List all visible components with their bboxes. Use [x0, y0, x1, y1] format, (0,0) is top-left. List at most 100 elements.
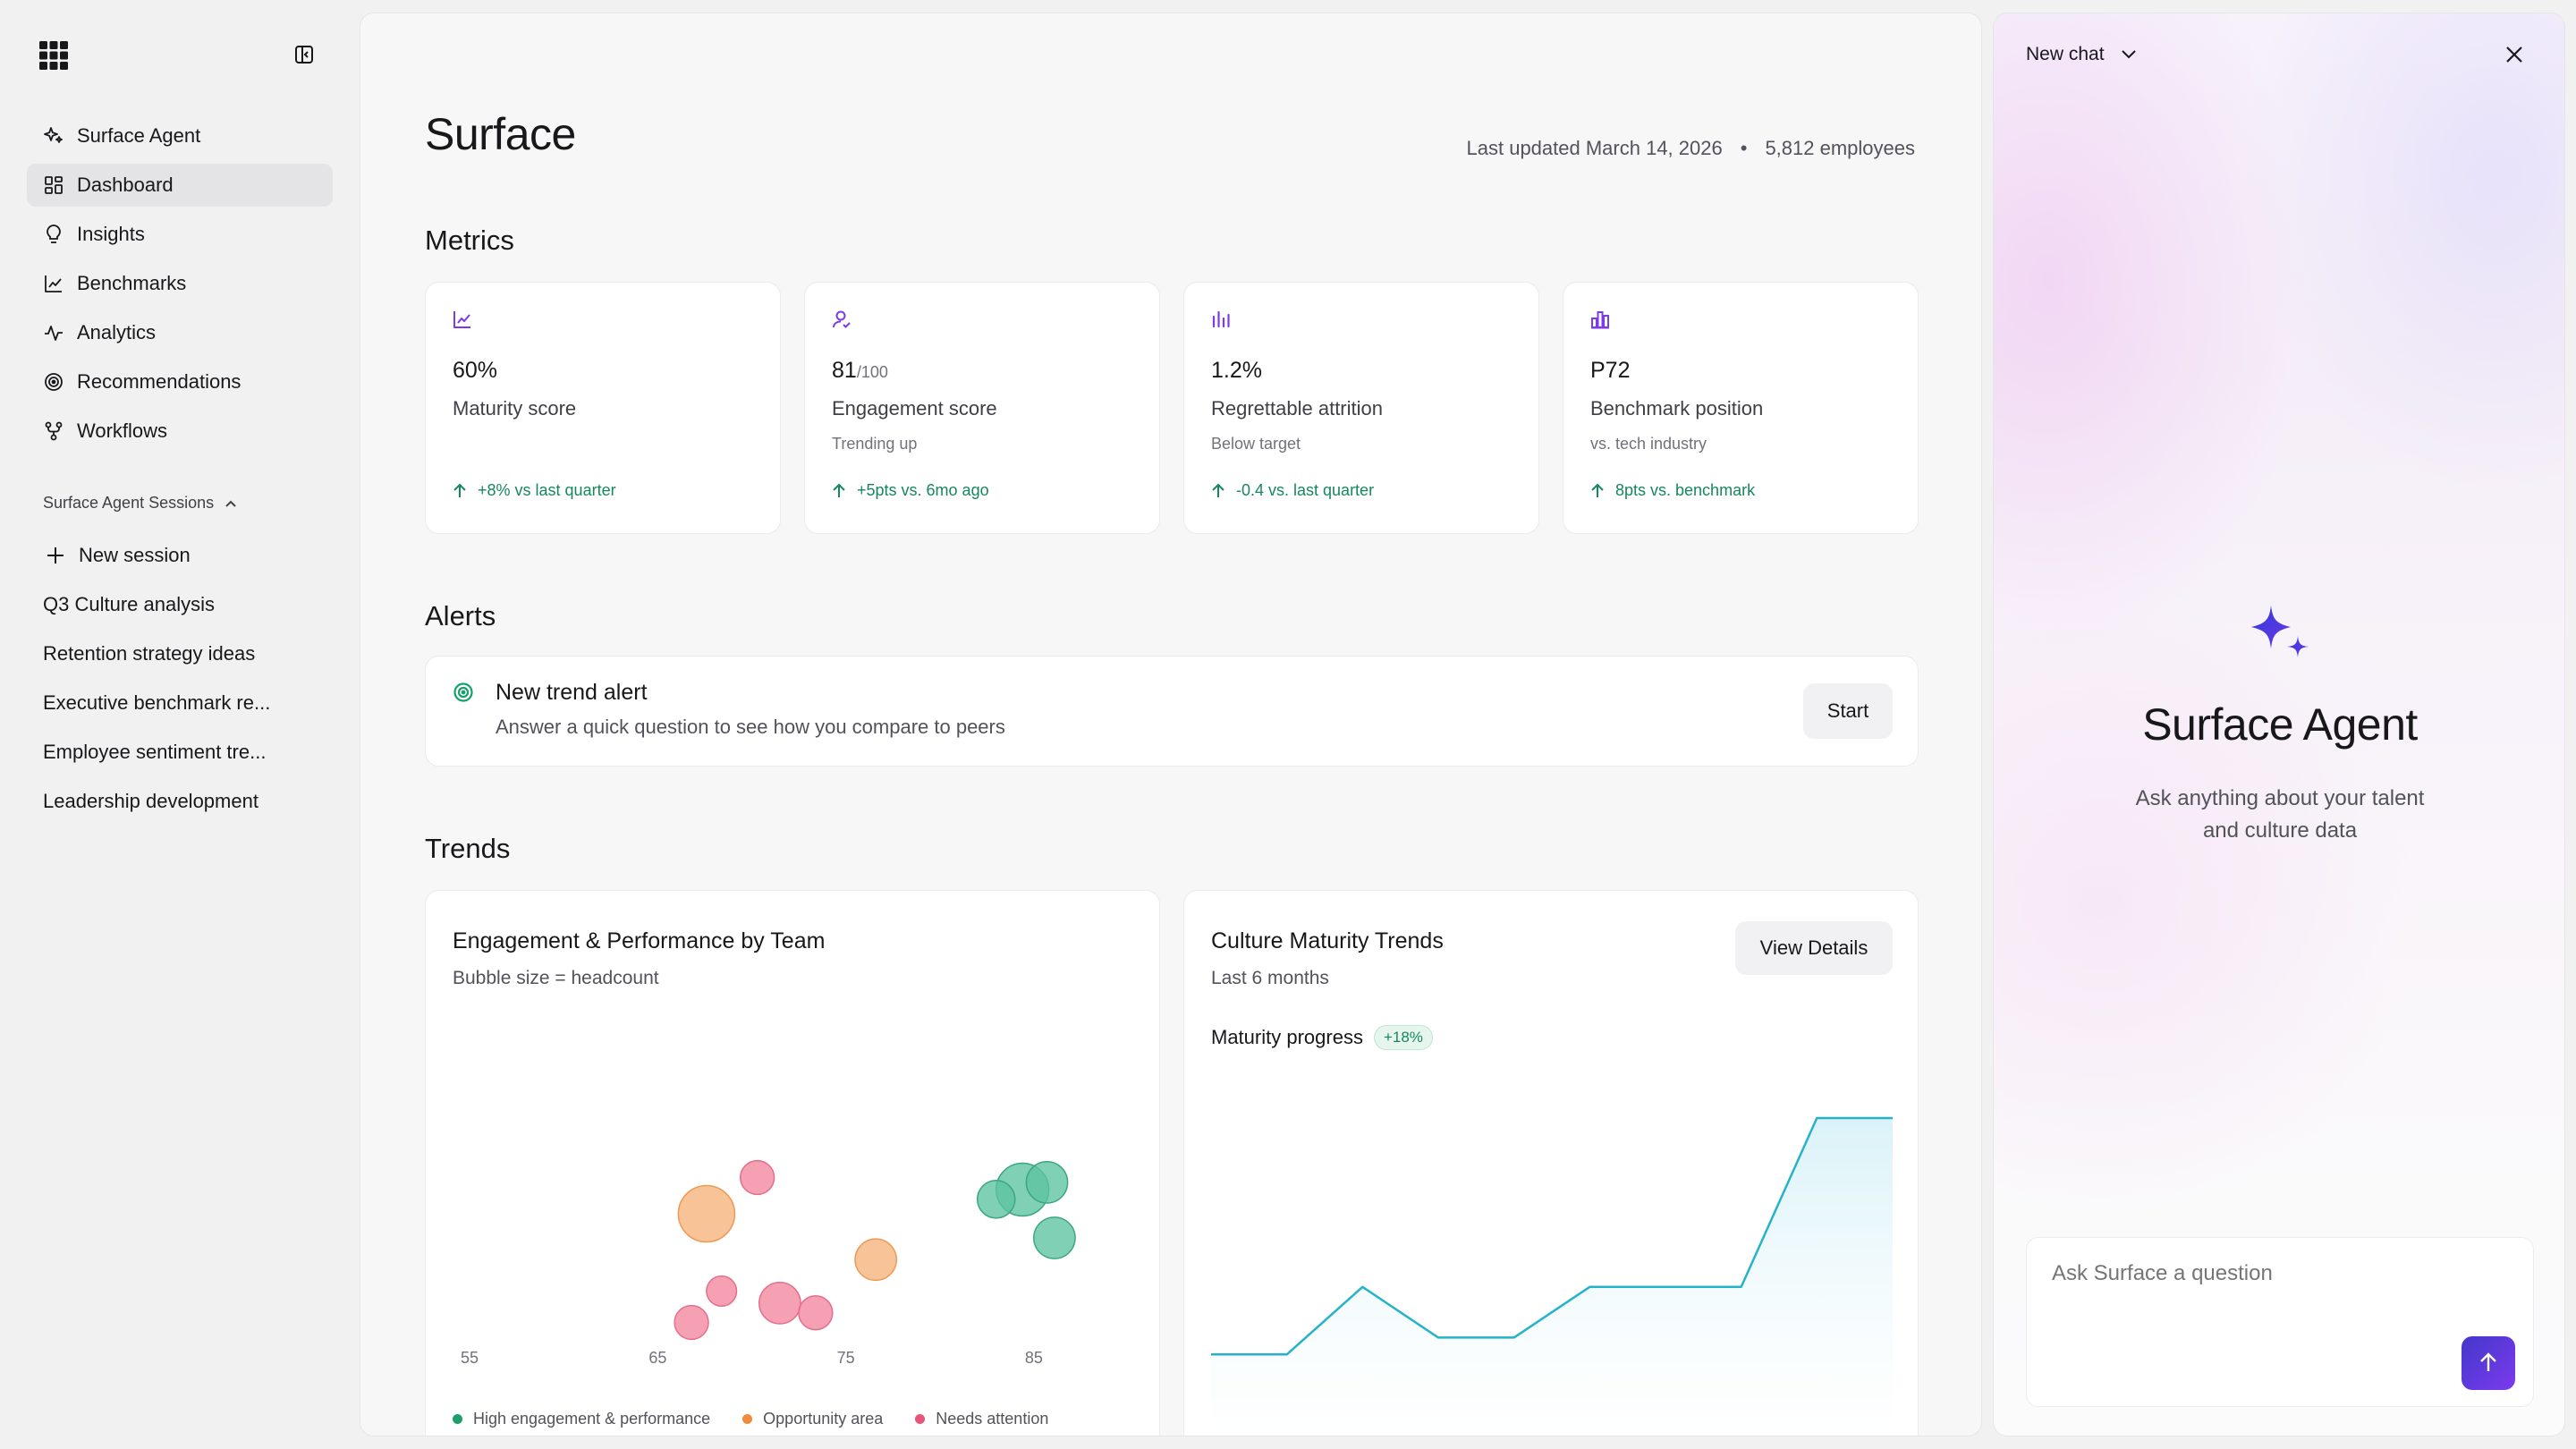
legend-label: Needs attention — [936, 1410, 1049, 1428]
progress-label: Maturity progress — [1211, 1026, 1363, 1048]
bubble-chart-subtitle: Bubble size = headcount — [453, 968, 659, 988]
session-item[interactable]: Executive benchmark re... — [43, 691, 271, 714]
metric-value: 60% — [453, 358, 498, 383]
metric-card-attrition[interactable]: 1.2% Regrettable attrition Below target … — [1183, 282, 1539, 534]
arrow-up-icon — [1591, 483, 1604, 497]
page-title: Surface — [425, 109, 576, 159]
legend-dot-green — [453, 1414, 462, 1424]
metric-trend: -0.4 vs. last quarter — [1211, 481, 1374, 500]
line-chart-subtitle: Last 6 months — [1211, 968, 1329, 988]
last-updated: Last updated March 14, 2026 — [1466, 137, 1723, 159]
chat-background — [1994, 13, 2564, 1436]
nav-label: Analytics — [77, 321, 157, 343]
nav-recommendations[interactable]: Recommendations — [27, 360, 333, 403]
nav-dashboard[interactable]: Dashboard — [27, 164, 333, 207]
metric-label: Engagement score — [832, 397, 997, 419]
bubble-point[interactable] — [1033, 1216, 1076, 1259]
line-chart — [1211, 1116, 1893, 1436]
chat-input[interactable] — [2052, 1261, 2499, 1333]
sidebar: Surface Agent Dashboard Insights Benchma… — [0, 0, 358, 1449]
page-meta: Last updated March 14, 2026 • 5,812 empl… — [1467, 137, 1915, 160]
metric-trend: +8% vs last quarter — [453, 481, 616, 500]
alerts-heading: Alerts — [425, 600, 496, 631]
building-chart-icon — [1590, 309, 1610, 329]
target-icon — [41, 369, 66, 394]
plus-icon — [43, 543, 68, 568]
arrow-up-icon — [833, 483, 845, 497]
workflow-icon — [41, 419, 66, 444]
bubble-point[interactable] — [706, 1275, 738, 1307]
session-item[interactable]: Leadership development — [43, 790, 258, 812]
bubble-point[interactable] — [1025, 1161, 1069, 1204]
bubble-chart: 55 65 75 85 — [461, 1159, 1076, 1367]
nav-analytics[interactable]: Analytics — [27, 311, 333, 354]
new-session-button[interactable]: New session — [27, 534, 333, 577]
sparkles-icon — [2248, 604, 2314, 668]
maturity-progress: Maturity progress +18% — [1211, 1025, 1433, 1050]
bubble-point[interactable] — [798, 1295, 834, 1331]
metric-label: Regrettable attrition — [1211, 397, 1383, 419]
chevron-down-icon — [2121, 49, 2137, 60]
line-chart-card: Culture Maturity Trends Last 6 months Vi… — [1183, 890, 1919, 1436]
trend-alert-card: New trend alert Answer a quick question … — [425, 656, 1919, 767]
session-item[interactable]: Employee sentiment tre... — [43, 741, 267, 763]
bubble-chart-title: Engagement & Performance by Team — [453, 928, 826, 953]
maturity-line — [1211, 1116, 1893, 1356]
nav-label: Workflows — [77, 419, 168, 442]
nav-insights[interactable]: Insights — [27, 213, 333, 256]
legend-dot-orange — [742, 1414, 753, 1424]
chat-title: New chat — [2026, 44, 2105, 64]
x-tick-label: 75 — [837, 1349, 855, 1367]
nav-surface-agent[interactable]: Surface Agent — [27, 114, 333, 157]
nav-label: Insights — [77, 223, 145, 245]
bubble-chart-card: Engagement & Performance by Team Bubble … — [425, 890, 1160, 1436]
close-icon[interactable] — [2504, 44, 2525, 65]
x-tick-label: 55 — [461, 1349, 479, 1367]
send-button[interactable] — [2462, 1336, 2515, 1390]
metric-value: P72 — [1590, 358, 1631, 383]
trends-heading: Trends — [425, 833, 511, 864]
view-details-button[interactable]: View Details — [1735, 921, 1893, 975]
bubble-legend: High engagement & performance Opportunit… — [453, 1410, 1048, 1428]
start-button[interactable]: Start — [1803, 683, 1893, 739]
metric-card-engagement[interactable]: 81/100 Engagement score Trending up +5pt… — [804, 282, 1160, 534]
x-tick-label: 65 — [648, 1349, 666, 1367]
alert-description: Answer a quick question to see how you c… — [496, 716, 1005, 738]
metric-card-benchmark[interactable]: P72 Benchmark position vs. tech industry… — [1563, 282, 1919, 534]
bubble-point[interactable] — [674, 1304, 709, 1341]
app-launcher-icon[interactable] — [39, 41, 68, 70]
metric-value: 81/100 — [832, 358, 888, 383]
bubble-point[interactable] — [739, 1159, 775, 1196]
metric-trend: +5pts vs. 6mo ago — [832, 481, 989, 500]
nav-benchmarks[interactable]: Benchmarks — [27, 262, 333, 305]
arrow-up-icon — [1212, 483, 1224, 497]
chat-title-dropdown[interactable]: New chat — [2026, 44, 2137, 65]
session-item[interactable]: Retention strategy ideas — [43, 642, 256, 665]
user-check-icon — [832, 309, 852, 329]
bubble-point[interactable] — [854, 1238, 898, 1282]
bubble-point[interactable] — [758, 1282, 801, 1325]
session-item[interactable]: Q3 Culture analysis — [43, 593, 215, 615]
nav-label: Benchmarks — [77, 272, 187, 294]
nav-workflows[interactable]: Workflows — [27, 410, 333, 453]
arrow-up-icon — [2480, 1352, 2496, 1371]
metric-card-maturity[interactable]: 60% Maturity score +8% vs last quarter — [425, 282, 781, 534]
bubble-point[interactable] — [677, 1184, 736, 1243]
nav-label: Surface Agent — [77, 124, 201, 147]
agent-title: Surface Agent — [2142, 699, 2418, 750]
metric-sub: Below target — [1211, 435, 1301, 453]
nav-label: Dashboard — [77, 174, 174, 196]
sessions-heading[interactable]: Surface Agent Sessions — [43, 494, 237, 513]
bubble-point[interactable] — [976, 1180, 1016, 1219]
chevron-up-icon — [225, 499, 237, 508]
main-panel: Surface Last updated March 14, 2026 • 5,… — [360, 13, 1982, 1436]
metrics-heading: Metrics — [425, 225, 514, 256]
line-chart-icon — [41, 271, 66, 296]
metric-label: Maturity score — [453, 397, 577, 419]
collapse-sidebar-icon[interactable] — [293, 44, 315, 65]
pulse-icon — [41, 320, 66, 345]
meta-separator: • — [1740, 137, 1748, 159]
employee-count: 5,812 employees — [1765, 137, 1915, 159]
nav-label: Recommendations — [77, 370, 242, 393]
line-area — [1211, 1118, 1893, 1436]
